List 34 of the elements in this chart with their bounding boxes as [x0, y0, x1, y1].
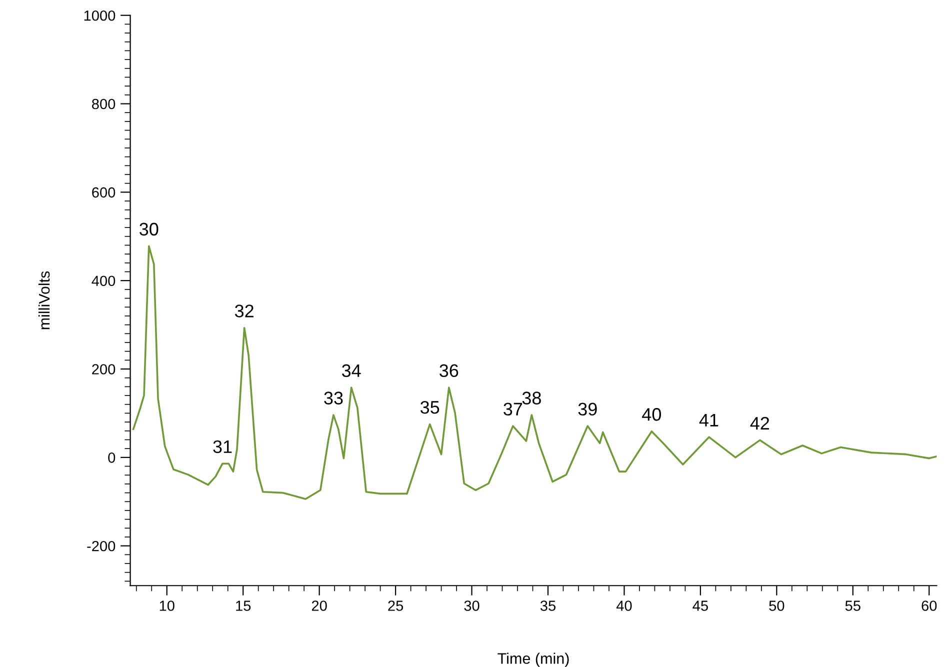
annotation: 37: [504, 402, 522, 416]
x-tick-label: 30: [464, 600, 480, 611]
x-tick-label: 35: [540, 600, 556, 611]
y-tick-label: 200: [92, 364, 116, 374]
x-tick-label: 10: [160, 600, 174, 611]
annotation: 41: [699, 414, 718, 426]
annotation: 30: [140, 222, 158, 236]
x-tick-label: 60: [922, 600, 937, 611]
annotation: 42: [750, 416, 770, 430]
y-axis-title: milliVolts: [38, 271, 50, 330]
annotation: 38: [522, 392, 541, 404]
x-axis-title: Time (min): [498, 652, 569, 667]
annotation: 35: [420, 400, 440, 414]
annotation: 36: [440, 364, 458, 378]
annotation: 40: [642, 408, 661, 421]
y-tick-label: 800: [92, 98, 116, 110]
y-tick-label: -200: [87, 540, 116, 552]
annotation: 32: [234, 304, 254, 318]
x-tick-label: 55: [845, 600, 860, 611]
x-tick-label: 15: [236, 600, 251, 611]
x-tick-label: 45: [692, 600, 708, 611]
line-series: [132, 245, 937, 500]
annotation: 39: [578, 402, 597, 416]
annotation: 33: [324, 392, 343, 404]
x-tick-label: 50: [769, 600, 784, 611]
x-tick-label: 40: [616, 600, 632, 611]
annotation: 34: [342, 364, 361, 378]
x-tick-label: 25: [388, 600, 404, 611]
y-tick-label: 0: [108, 452, 116, 463]
y-tick-label: 400: [92, 276, 116, 286]
y-tick-label: 600: [92, 187, 116, 198]
y-tick-label: 1000: [84, 10, 116, 21]
x-tick-label: 20: [312, 600, 327, 611]
annotation: 31: [213, 440, 232, 454]
